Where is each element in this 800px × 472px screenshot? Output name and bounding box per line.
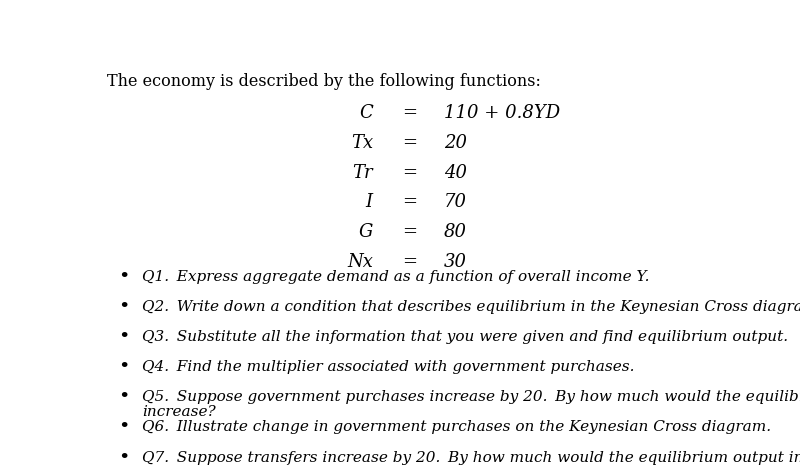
- Text: Nx: Nx: [347, 253, 373, 271]
- Text: Q3. Substitute all the information that you were given and find equilibrium outp: Q3. Substitute all the information that …: [142, 330, 788, 344]
- Text: G: G: [358, 223, 373, 241]
- Text: •: •: [118, 268, 130, 286]
- Text: 110 + 0.8YD: 110 + 0.8YD: [444, 104, 560, 122]
- Text: =: =: [402, 223, 418, 241]
- Text: 30: 30: [444, 253, 467, 271]
- Text: =: =: [402, 194, 418, 211]
- Text: C: C: [359, 104, 373, 122]
- Text: =: =: [402, 134, 418, 152]
- Text: •: •: [118, 358, 130, 376]
- Text: =: =: [402, 253, 418, 271]
- Text: Tx: Tx: [350, 134, 373, 152]
- Text: Tr: Tr: [352, 164, 373, 182]
- Text: •: •: [118, 418, 130, 436]
- Text: •: •: [118, 448, 130, 466]
- Text: =: =: [402, 164, 418, 182]
- Text: I: I: [366, 194, 373, 211]
- Text: increase?: increase?: [142, 405, 216, 420]
- Text: Q6. Illustrate change in government purchases on the Keynesian Cross diagram.: Q6. Illustrate change in government purc…: [142, 421, 771, 434]
- Text: •: •: [118, 388, 130, 406]
- Text: 20: 20: [444, 134, 467, 152]
- Text: Q2. Write down a condition that describes equilibrium in the Keynesian Cross dia: Q2. Write down a condition that describe…: [142, 300, 800, 314]
- Text: 70: 70: [444, 194, 467, 211]
- Text: Q1. Express aggregate demand as a function of overall income Y.: Q1. Express aggregate demand as a functi…: [142, 270, 650, 284]
- Text: •: •: [118, 328, 130, 346]
- Text: 80: 80: [444, 223, 467, 241]
- Text: 40: 40: [444, 164, 467, 182]
- Text: •: •: [118, 298, 130, 316]
- Text: Q4. Find the multiplier associated with government purchases.: Q4. Find the multiplier associated with …: [142, 360, 634, 374]
- Text: Q5. Suppose government purchases increase by 20. By how much would the equilibri: Q5. Suppose government purchases increas…: [142, 390, 800, 404]
- Text: The economy is described by the following functions:: The economy is described by the followin…: [107, 73, 542, 90]
- Text: =: =: [402, 104, 418, 122]
- Text: Q7. Suppose transfers increase by 20. By how much would the equilibrium output i: Q7. Suppose transfers increase by 20. By…: [142, 450, 800, 464]
